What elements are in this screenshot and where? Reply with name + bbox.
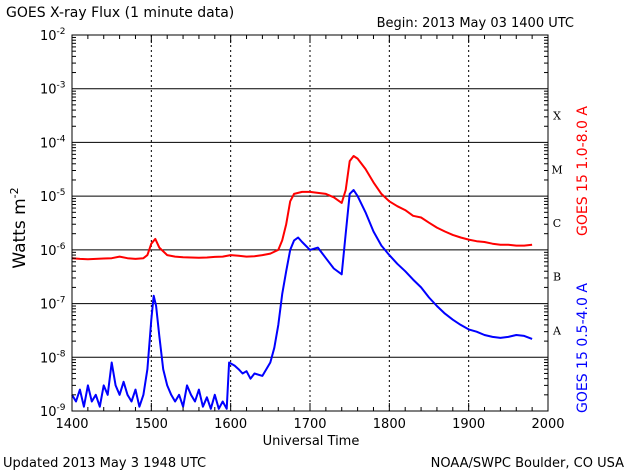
flare-class-label: A xyxy=(552,324,562,337)
footer-updated: Updated 2013 May 3 1948 UTC xyxy=(3,456,206,471)
flare-class-label: B xyxy=(553,271,561,284)
axis-ticks xyxy=(71,35,549,411)
y-tick-exponent: -3 xyxy=(57,81,66,91)
begin-label: Begin: 2013 May 03 1400 UTC xyxy=(377,16,574,31)
y-tick-label: 10-8 xyxy=(40,349,66,366)
y-tick-labels: 10-910-810-710-610-510-410-310-2 xyxy=(40,27,66,420)
y-tick-exponent: -4 xyxy=(57,134,66,144)
flare-class-label: M xyxy=(551,163,562,176)
y-tick-label: 10-5 xyxy=(40,188,66,205)
y-tick-base: 10 xyxy=(40,405,57,420)
x-tick-label: 1700 xyxy=(293,417,326,432)
y-tick-exponent: -5 xyxy=(57,188,66,198)
x-tick-label: 1400 xyxy=(55,417,88,432)
x-axis-label: Universal Time xyxy=(263,434,360,449)
y-tick-exponent: -8 xyxy=(57,349,66,359)
series-long-line xyxy=(71,155,533,261)
y-tick-label: 10-6 xyxy=(40,242,66,259)
y-tick-base: 10 xyxy=(40,244,57,259)
flare-class-label: X xyxy=(553,110,561,123)
y-tick-label: 10-9 xyxy=(40,403,66,420)
grid-lines xyxy=(72,35,548,411)
y-tick-exponent: -2 xyxy=(57,27,66,37)
y-tick-label: 10-7 xyxy=(40,296,66,313)
y-tick-exponent: -7 xyxy=(57,296,66,306)
y-tick-base: 10 xyxy=(40,83,57,98)
y-axis-label: Watts m-2 xyxy=(8,187,30,268)
y-tick-base: 10 xyxy=(40,190,57,205)
footer-credit: NOAA/SWPC Boulder, CO USA xyxy=(431,456,624,471)
series-short-line xyxy=(71,189,533,410)
x-tick-label: 1500 xyxy=(135,417,168,432)
y-tick-label: 10-2 xyxy=(40,27,66,44)
y-tick-label: 10-4 xyxy=(40,134,66,151)
series-layer xyxy=(71,155,533,410)
x-tick-label: 1600 xyxy=(214,417,247,432)
flare-class-labels: A B C M X xyxy=(551,110,562,338)
chart-title: GOES X-ray Flux (1 minute data) xyxy=(6,5,234,21)
y-tick-exponent: -6 xyxy=(57,242,66,252)
x-tick-label: 1800 xyxy=(373,417,406,432)
y-axis-label-main: Watts m xyxy=(10,198,30,268)
y-tick-base: 10 xyxy=(40,136,57,151)
legend-short-channel: GOES 15 0.5-4.0 A xyxy=(575,283,591,413)
x-tick-labels: 1400 1500 1600 1700 1800 1900 2000 xyxy=(55,417,564,432)
legend-long-channel: GOES 15 1.0-8.0 A xyxy=(575,106,591,236)
y-axis-label-sup: -2 xyxy=(8,187,21,198)
y-tick-base: 10 xyxy=(40,29,57,44)
flare-class-label: C xyxy=(553,217,561,230)
y-tick-base: 10 xyxy=(40,298,57,313)
x-tick-label: 1900 xyxy=(452,417,485,432)
x-tick-label: 2000 xyxy=(531,417,564,432)
y-tick-base: 10 xyxy=(40,351,57,366)
y-tick-exponent: -9 xyxy=(57,403,66,413)
y-tick-label: 10-3 xyxy=(40,81,66,98)
